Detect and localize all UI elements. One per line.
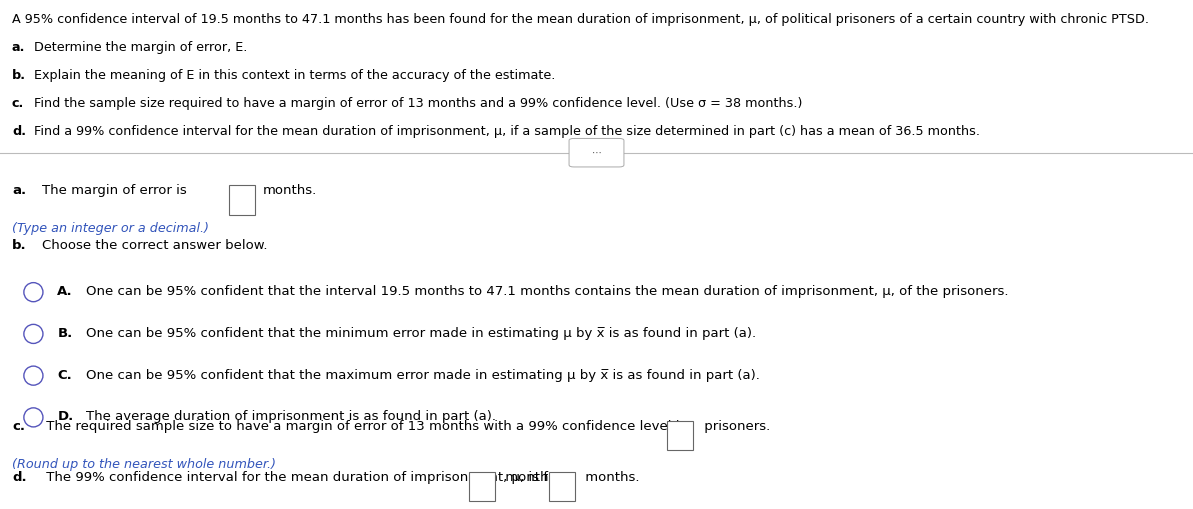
Text: The margin of error is: The margin of error is (42, 184, 186, 197)
Text: D.: D. (57, 410, 74, 423)
Text: The average duration of imprisonment is as found in part (a).: The average duration of imprisonment is … (86, 410, 496, 423)
Text: Find the sample size required to have a margin of error of 13 months and a 99% c: Find the sample size required to have a … (30, 97, 802, 110)
Text: prisoners.: prisoners. (700, 420, 771, 433)
FancyBboxPatch shape (569, 138, 624, 167)
Text: B.: B. (57, 327, 73, 340)
Text: ⋯: ⋯ (592, 148, 601, 158)
Text: Choose the correct answer below.: Choose the correct answer below. (42, 239, 267, 252)
Text: months.: months. (262, 184, 316, 197)
Text: d.: d. (12, 471, 26, 484)
Text: A 95% confidence interval of 19.5 months to 47.1 months has been found for the m: A 95% confidence interval of 19.5 months… (12, 13, 1149, 26)
Text: months.: months. (581, 471, 639, 484)
Text: a.: a. (12, 184, 26, 197)
Text: Explain the meaning of E in this context in terms of the accuracy of the estimat: Explain the meaning of E in this context… (30, 69, 555, 82)
Text: The 99% confidence interval for the mean duration of imprisonment, μ, is from: The 99% confidence interval for the mean… (42, 471, 574, 484)
Text: c.: c. (12, 97, 24, 110)
FancyBboxPatch shape (549, 472, 575, 501)
Text: b.: b. (12, 69, 26, 82)
Text: Find a 99% confidence interval for the mean duration of imprisonment, μ, if a sa: Find a 99% confidence interval for the m… (30, 125, 979, 138)
Text: One can be 95% confident that the minimum error made in estimating μ by x̅ is as: One can be 95% confident that the minimu… (86, 327, 756, 340)
Text: c.: c. (12, 420, 25, 433)
Text: One can be 95% confident that the maximum error made in estimating μ by x̅ is as: One can be 95% confident that the maximu… (86, 369, 760, 382)
Text: d.: d. (12, 125, 26, 138)
Text: (Round up to the nearest whole number.): (Round up to the nearest whole number.) (12, 458, 276, 471)
Text: C.: C. (57, 369, 72, 382)
Text: a.: a. (12, 41, 25, 54)
Text: b.: b. (12, 239, 26, 252)
Text: The required sample size to have a margin of error of 13 months with a 99% confi: The required sample size to have a margi… (42, 420, 686, 433)
FancyBboxPatch shape (469, 472, 495, 501)
Text: Determine the margin of error, E.: Determine the margin of error, E. (30, 41, 247, 54)
FancyBboxPatch shape (667, 421, 693, 450)
Text: (Type an integer or a decimal.): (Type an integer or a decimal.) (12, 222, 209, 236)
FancyBboxPatch shape (229, 185, 255, 215)
Text: months to: months to (501, 471, 573, 484)
Text: A.: A. (57, 285, 73, 298)
Text: One can be 95% confident that the interval 19.5 months to 47.1 months contains t: One can be 95% confident that the interv… (86, 285, 1008, 298)
